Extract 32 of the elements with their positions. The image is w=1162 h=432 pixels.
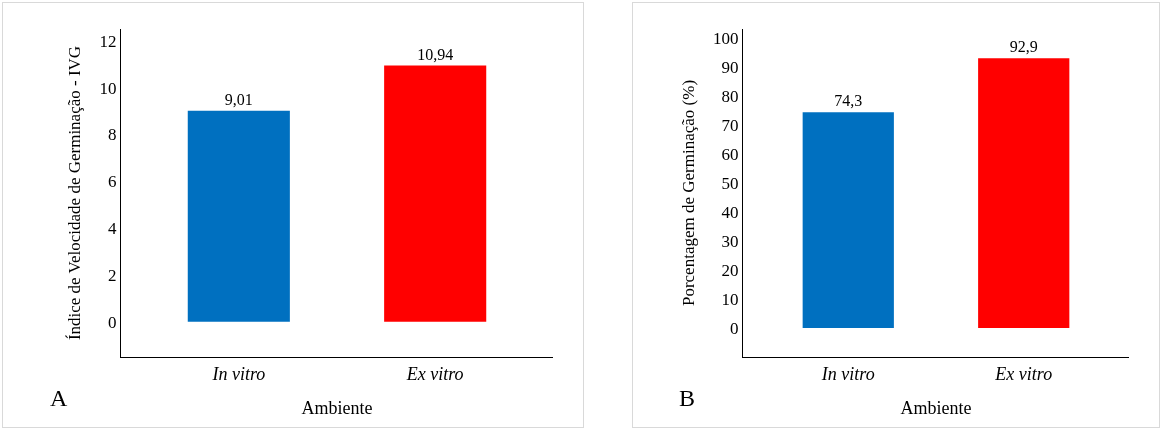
x-tick-label: In vitro: [820, 363, 875, 384]
y-axis-title: Porcentagem de Germinação (%): [678, 79, 698, 307]
y-tick-label: 8: [108, 125, 117, 145]
y-tick-label: 50: [721, 173, 739, 193]
y-tick-label: 10: [99, 78, 117, 98]
y-tick-label: 70: [721, 115, 739, 135]
data-label: 9,01: [224, 90, 253, 108]
x-axis-title: Ambiente: [301, 397, 373, 418]
x-tick-label: Ex vitro: [405, 363, 464, 384]
x-tick-label: Ex vitro: [994, 363, 1053, 384]
y-tick-label: 12: [99, 31, 117, 51]
y-tick-label: 2: [108, 265, 117, 285]
y-tick-label: 10: [721, 289, 739, 309]
y-tick-label: 6: [108, 172, 117, 192]
y-tick-label: 4: [108, 219, 118, 239]
y-tick-label: 60: [721, 144, 739, 164]
y-tick-label: 40: [721, 202, 739, 222]
y-tick-label: 80: [721, 86, 739, 106]
y-tick-label: 30: [721, 231, 739, 251]
x-axis-title: Ambiente: [900, 397, 972, 418]
y-axis-title: Índice de Velocidade de Germinação - IVG: [65, 45, 85, 341]
data-label: 92,9: [1009, 38, 1038, 56]
data-label: 10,94: [417, 45, 454, 63]
y-tick-label: 0: [108, 312, 117, 332]
y-tick-label: 0: [730, 318, 739, 338]
y-tick-label: 20: [721, 260, 739, 280]
text: A: [50, 385, 68, 411]
text: B: [679, 385, 696, 411]
data-label: 74,3: [834, 92, 863, 110]
y-tick-label: 90: [721, 57, 739, 77]
y-tick-label: 100: [713, 28, 739, 48]
x-tick-label: In vitro: [211, 363, 266, 384]
